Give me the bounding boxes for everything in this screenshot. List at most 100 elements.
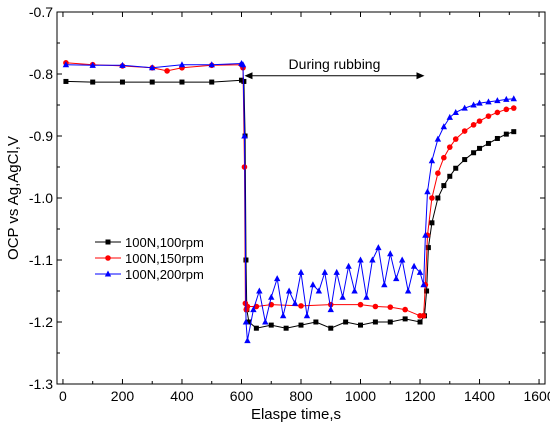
y-tick-label: -1.1 — [29, 252, 53, 268]
data-point — [477, 145, 483, 151]
x-axis-ticks: 0 200 400 600 800 1000 1200 1400 1600 — [59, 12, 550, 404]
data-point — [435, 195, 441, 201]
data-point — [328, 325, 334, 331]
data-point — [417, 319, 423, 325]
data-point — [503, 95, 510, 102]
data-point — [398, 256, 406, 263]
data-point — [358, 322, 364, 328]
data-point — [461, 128, 468, 134]
y-tick-label: -0.7 — [29, 4, 53, 20]
data-point — [246, 319, 252, 325]
data-point — [452, 136, 459, 142]
data-point — [511, 129, 517, 135]
y-tick-label: -1.2 — [29, 314, 53, 330]
data-point — [149, 64, 156, 71]
data-point — [343, 319, 349, 325]
data-point — [285, 287, 293, 294]
data-point — [262, 318, 269, 325]
legend-label: 100N,200rpm — [125, 267, 204, 282]
data-point — [476, 99, 483, 106]
data-point — [178, 61, 186, 68]
data-point — [372, 303, 379, 310]
data-point — [441, 183, 447, 189]
data-point — [503, 131, 509, 137]
legend-item-3: 100N,200rpm — [95, 267, 204, 282]
data-point — [393, 275, 400, 282]
data-point — [333, 268, 340, 275]
data-point — [315, 287, 323, 294]
data-point — [402, 316, 408, 322]
data-point — [452, 108, 459, 115]
legend-item-2: 100N,150rpm — [95, 251, 204, 266]
data-point — [440, 123, 448, 130]
legend-label: 100N,150rpm — [125, 251, 204, 266]
data-point — [420, 281, 427, 288]
data-point — [416, 268, 424, 275]
data-point — [410, 262, 418, 269]
data-point — [357, 301, 364, 308]
y-axis-ticks: -0.7 -0.8 -0.9 -1.0 -1.1 -1.2 -1.3 — [29, 4, 545, 392]
data-point — [387, 250, 394, 257]
data-point — [268, 293, 275, 300]
data-point — [446, 144, 453, 150]
x-tick-label: 600 — [230, 388, 254, 404]
data-point — [241, 132, 248, 139]
data-point — [387, 304, 394, 310]
data-point — [242, 318, 250, 325]
data-point — [62, 61, 70, 68]
data-point — [345, 262, 352, 269]
annotation-arrow-head-left — [244, 72, 253, 80]
data-point — [510, 105, 517, 111]
data-point — [179, 79, 185, 85]
data-point — [119, 79, 125, 85]
data-point — [428, 157, 436, 164]
legend-marker — [104, 270, 112, 277]
series-layer — [62, 59, 517, 344]
annotation-arrow-head-right — [416, 72, 425, 80]
data-point — [291, 299, 299, 306]
data-point — [89, 61, 96, 68]
y-tick-label: -1.0 — [29, 190, 53, 206]
data-point — [422, 231, 429, 238]
x-tick-label: 200 — [111, 388, 135, 404]
x-tick-label: 1000 — [345, 388, 376, 404]
legend-item-1: 100N,100rpm — [95, 235, 204, 250]
data-point — [164, 68, 170, 74]
data-point — [494, 97, 501, 104]
data-point — [372, 319, 378, 325]
data-point — [313, 319, 319, 325]
data-point — [435, 170, 441, 176]
data-point — [309, 281, 317, 288]
legend-marker — [105, 239, 111, 245]
data-point — [90, 79, 96, 85]
data-point — [256, 287, 263, 294]
data-point — [485, 98, 492, 105]
data-point — [303, 312, 311, 319]
legend-label: 100N,100rpm — [125, 235, 204, 250]
x-tick-label: 800 — [289, 388, 313, 404]
data-point — [453, 165, 459, 171]
series-3 — [62, 59, 517, 344]
data-point — [429, 220, 435, 226]
data-point — [429, 195, 435, 201]
data-point — [446, 113, 453, 120]
data-point — [485, 113, 492, 119]
x-tick-label: 400 — [170, 388, 194, 404]
data-point — [250, 306, 257, 313]
y-axis-title: OCP vs Ag,AgCl,V — [5, 136, 22, 260]
data-point — [434, 135, 442, 142]
data-point — [424, 188, 431, 195]
y-tick-label: -0.8 — [29, 66, 53, 82]
data-point — [402, 306, 408, 313]
x-tick-label: 1600 — [523, 388, 550, 404]
data-point — [470, 101, 477, 108]
data-point — [363, 293, 370, 300]
data-point — [503, 106, 510, 113]
data-point — [327, 306, 334, 313]
data-point — [462, 157, 468, 163]
data-point — [420, 313, 427, 319]
data-point — [381, 281, 388, 288]
data-point — [63, 78, 69, 84]
data-point — [494, 109, 501, 116]
